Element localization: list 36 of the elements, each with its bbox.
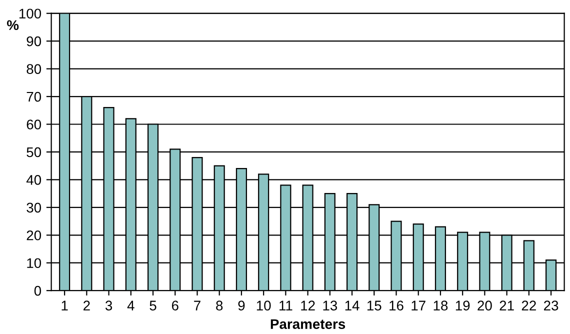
x-tick-label: 15: [367, 300, 382, 311]
y-axis-title: %: [6, 20, 19, 30]
y-tick-label: 80: [26, 64, 42, 74]
x-tick-label: 6: [172, 300, 178, 311]
y-tick-label: 20: [26, 230, 42, 240]
x-tick-label: 3: [105, 300, 112, 311]
x-tick-label: 20: [478, 300, 492, 311]
x-tick-label: 1: [62, 300, 68, 310]
x-axis-title: Parameters: [270, 319, 346, 330]
y-tick-label: 70: [26, 92, 42, 102]
y-tick-label: 50: [26, 147, 42, 158]
y-tick-label: 30: [26, 202, 42, 213]
x-tick-label: 7: [194, 300, 200, 310]
x-tick-label: 2: [84, 300, 90, 310]
x-tick-label: 22: [522, 300, 536, 310]
y-tick-label: 90: [26, 36, 42, 46]
x-tick-label: 18: [434, 300, 448, 311]
y-tick-label: 40: [26, 175, 42, 185]
x-tick-label: 11: [280, 300, 292, 310]
x-tick-label: 14: [345, 300, 360, 310]
x-tick-label: 13: [323, 300, 338, 311]
x-tick-label: 4: [127, 300, 134, 310]
x-tick-label: 23: [544, 300, 558, 311]
x-tick-label: 16: [390, 300, 404, 311]
x-tick-label: 21: [500, 300, 514, 310]
y-tick-label: 100: [19, 8, 42, 19]
x-tick-label: 12: [301, 300, 315, 310]
x-tick-label: 9: [238, 300, 245, 311]
y-tick-label: 10: [27, 258, 42, 268]
x-tick-label: 5: [150, 300, 156, 311]
x-tick-label: 10: [256, 300, 271, 311]
x-tick-label: 17: [412, 300, 426, 310]
x-tick-label: 8: [216, 300, 223, 311]
x-tick-label: 19: [456, 300, 470, 311]
y-tick-label: 0: [34, 286, 42, 296]
y-tick-label: 60: [26, 120, 42, 130]
